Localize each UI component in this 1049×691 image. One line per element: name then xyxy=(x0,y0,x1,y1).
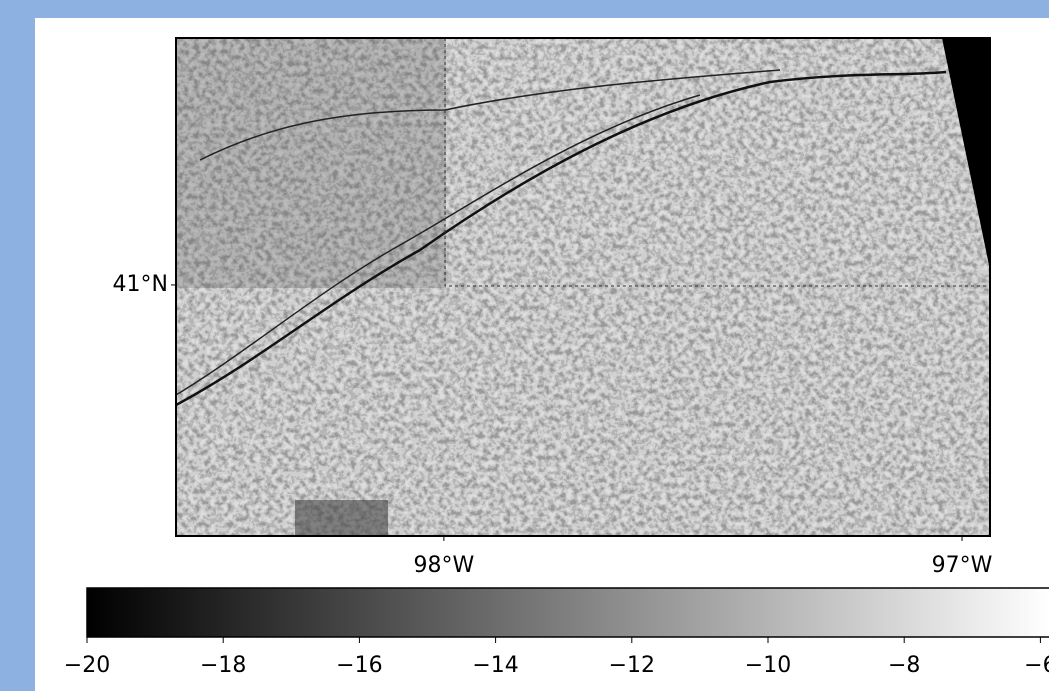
colorbar-tick-label: −20 xyxy=(64,653,110,678)
colorbar-tick-label: −8 xyxy=(888,653,920,678)
page: 98°W97°W41°N−20−18−16−14−12−10−8−6 (() =… xyxy=(0,0,1049,691)
colorbar-tick-label: −14 xyxy=(472,653,518,678)
colorbar-tick-label: −6 xyxy=(1024,653,1049,678)
map-patch xyxy=(295,500,388,536)
colorbar xyxy=(87,588,1049,637)
x-tick-label: 97°W xyxy=(932,553,993,578)
colorbar-tick-label: −12 xyxy=(609,653,655,678)
colorbar-tick-label: −10 xyxy=(745,653,791,678)
colorbar-tick-label: −18 xyxy=(200,653,246,678)
map-dark-region xyxy=(176,38,446,288)
figure: 98°W 97°W 41°N −20 −18 −16 −14 −12 −10 −8 −6 xyxy=(0,0,1049,691)
x-tick-label: 98°W xyxy=(414,553,475,578)
map-image xyxy=(176,38,990,536)
colorbar-tick-label: −16 xyxy=(336,653,382,678)
y-tick-label: 41°N xyxy=(113,272,168,297)
